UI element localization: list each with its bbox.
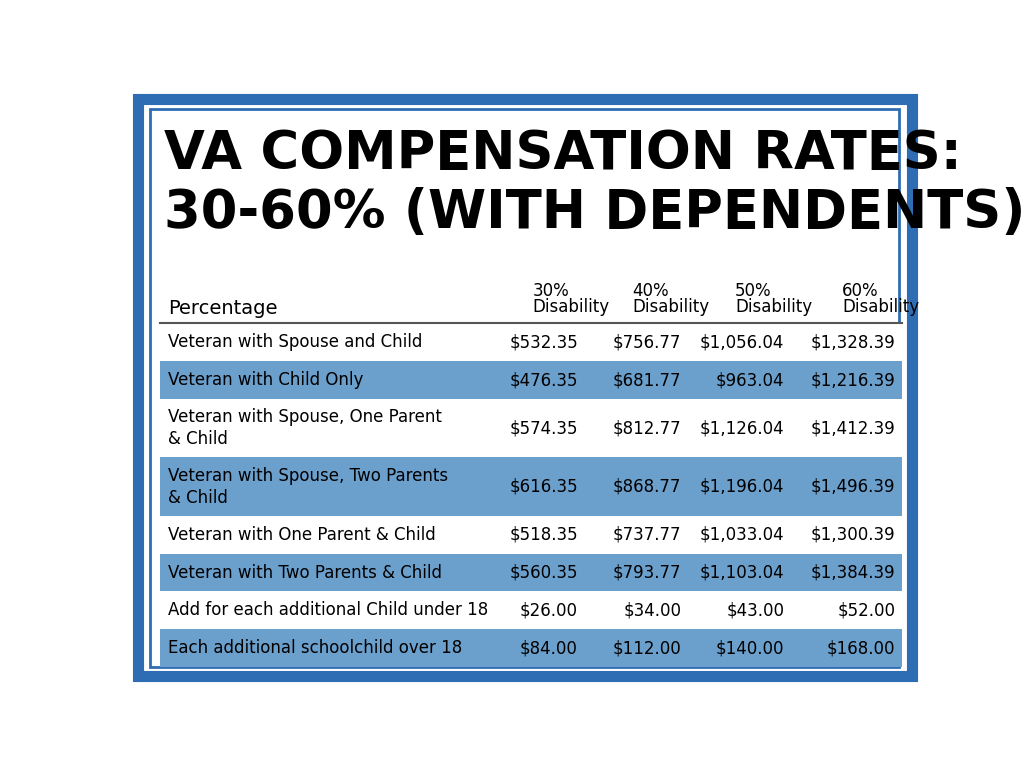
Text: $168.00: $168.00 (827, 639, 895, 657)
Text: Veteran with Child Only: Veteran with Child Only (168, 371, 364, 389)
Bar (160, 516, 902, 554)
Text: 30%: 30% (532, 282, 569, 300)
Text: $963.04: $963.04 (716, 371, 784, 389)
Text: $84.00: $84.00 (520, 639, 578, 657)
Bar (160, 458, 902, 516)
Text: $1,216.39: $1,216.39 (811, 371, 895, 389)
Text: 30-60% (WITH DEPENDENTS): 30-60% (WITH DEPENDENTS) (164, 187, 1024, 240)
Text: $616.35: $616.35 (509, 478, 578, 495)
Text: Disability: Disability (632, 298, 709, 316)
Text: $812.77: $812.77 (612, 419, 681, 437)
Text: Veteran with One Parent & Child: Veteran with One Parent & Child (168, 526, 435, 544)
Text: VA COMPENSATION RATES:: VA COMPENSATION RATES: (164, 128, 962, 180)
Bar (160, 591, 902, 629)
Text: Add for each additional Child under 18: Add for each additional Child under 18 (168, 601, 487, 619)
Text: $681.77: $681.77 (612, 371, 681, 389)
Bar (160, 399, 902, 458)
Text: $518.35: $518.35 (509, 526, 578, 544)
Text: $1,196.04: $1,196.04 (699, 478, 784, 495)
Text: $532.35: $532.35 (509, 333, 578, 351)
Text: $560.35: $560.35 (510, 564, 578, 581)
Text: $1,126.04: $1,126.04 (699, 419, 784, 437)
Bar (160, 323, 902, 361)
Text: 40%: 40% (632, 282, 669, 300)
Text: $1,103.04: $1,103.04 (699, 564, 784, 581)
Text: $1,328.39: $1,328.39 (811, 333, 895, 351)
Bar (160, 554, 902, 591)
Text: Veteran with Spouse and Child: Veteran with Spouse and Child (168, 333, 422, 351)
Text: Veteran with Spouse, Two Parents
& Child: Veteran with Spouse, Two Parents & Child (168, 467, 447, 507)
Text: $756.77: $756.77 (612, 333, 681, 351)
Text: $34.00: $34.00 (624, 601, 681, 619)
Text: $140.00: $140.00 (716, 639, 784, 657)
Text: $1,033.04: $1,033.04 (699, 526, 784, 544)
Text: $737.77: $737.77 (612, 526, 681, 544)
Text: $574.35: $574.35 (510, 419, 578, 437)
Text: Percentage: Percentage (168, 299, 278, 318)
Text: $1,056.04: $1,056.04 (700, 333, 784, 351)
Text: 60%: 60% (842, 282, 879, 300)
Text: $1,384.39: $1,384.39 (811, 564, 895, 581)
Text: Veteran with Spouse, One Parent
& Child: Veteran with Spouse, One Parent & Child (168, 408, 441, 449)
Text: $26.00: $26.00 (520, 601, 578, 619)
Text: $112.00: $112.00 (612, 639, 681, 657)
Text: $1,496.39: $1,496.39 (811, 478, 895, 495)
Text: $868.77: $868.77 (612, 478, 681, 495)
Text: Disability: Disability (735, 298, 812, 316)
Text: Veteran with Two Parents & Child: Veteran with Two Parents & Child (168, 564, 441, 581)
Text: Disability: Disability (532, 298, 610, 316)
Text: $1,300.39: $1,300.39 (811, 526, 895, 544)
Text: Each additional schoolchild over 18: Each additional schoolchild over 18 (168, 639, 462, 657)
Bar (160, 361, 902, 399)
Text: $43.00: $43.00 (726, 601, 784, 619)
Text: $476.35: $476.35 (510, 371, 578, 389)
Text: $793.77: $793.77 (612, 564, 681, 581)
Text: $52.00: $52.00 (838, 601, 895, 619)
Bar (160, 629, 902, 667)
Text: $1,412.39: $1,412.39 (811, 419, 895, 437)
Text: 50%: 50% (735, 282, 772, 300)
Text: Disability: Disability (842, 298, 920, 316)
